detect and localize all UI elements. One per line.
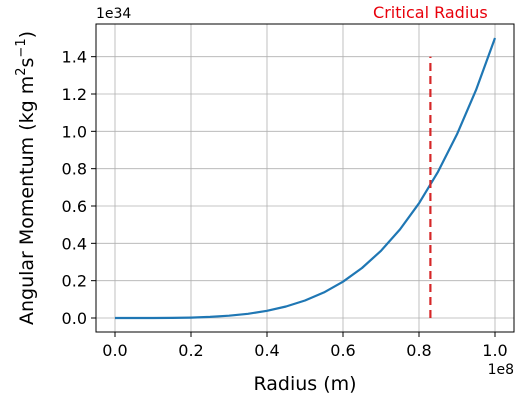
x-tick-label: 0.2 bbox=[178, 341, 203, 360]
y-tick-label: 1.0 bbox=[62, 122, 87, 141]
y-tick-label: 0.6 bbox=[62, 197, 87, 216]
grid bbox=[96, 24, 514, 332]
y-tick-label: 0.2 bbox=[62, 272, 87, 291]
x-axis-label: Radius (m) bbox=[253, 373, 356, 395]
y-axis-label-end: ) bbox=[16, 31, 38, 38]
y-axis-label-mid: s bbox=[16, 58, 38, 68]
x-tick-label: 0.4 bbox=[254, 341, 279, 360]
y-tick-label: 1.2 bbox=[62, 85, 87, 104]
x-tick-label: 0.0 bbox=[102, 341, 127, 360]
series-layer bbox=[115, 37, 497, 320]
y-tick-label: 1.4 bbox=[62, 48, 87, 67]
y-axis-label: Angular Momentum (kg m2s−1) bbox=[14, 31, 38, 325]
y-axis-label-main: Angular Momentum (kg m bbox=[16, 76, 38, 325]
y-tick-label: 0.4 bbox=[62, 234, 87, 253]
ticks: 0.0 0.2 0.4 0.6 0.8 1.0 0.0 0.2 0.4 0.6 0.8 1.0 1.2 1… bbox=[62, 48, 508, 360]
plot-frame bbox=[95, 23, 515, 333]
x-tick-label: 0.6 bbox=[330, 341, 355, 360]
y-tick-label: 0.0 bbox=[62, 309, 87, 328]
y-offset-label: 1e34 bbox=[96, 6, 131, 22]
y-axis-label-sup2: −1 bbox=[14, 38, 29, 57]
y-tick-label: 0.8 bbox=[62, 160, 87, 179]
x-offset-label: 1e8 bbox=[488, 362, 514, 378]
x-tick-label: 0.8 bbox=[406, 341, 431, 360]
series-line bbox=[115, 37, 497, 320]
critical-radius-label: Critical Radius bbox=[373, 3, 488, 22]
x-tick-label: 1.0 bbox=[482, 341, 507, 360]
y-axis-label-sup1: 2 bbox=[14, 67, 29, 75]
